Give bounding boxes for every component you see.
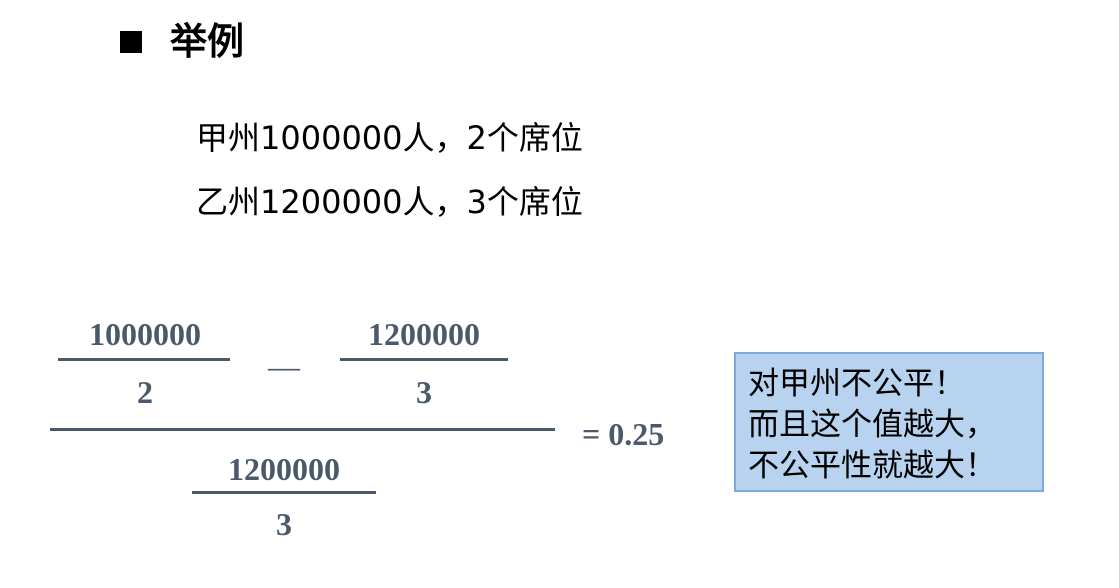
frac1-numerator: 1000000 [89, 316, 201, 352]
frac2-denominator: 3 [416, 374, 432, 410]
frac1-bar [58, 358, 230, 361]
outer-denominator-denominator: 3 [276, 506, 292, 542]
callout-line-3: 不公平性就越大！ [748, 448, 996, 484]
square-bullet-icon [120, 31, 142, 53]
callout-line-1: 对甲州不公平！ [748, 366, 965, 402]
heading-title: 举例 [170, 20, 244, 63]
example-line-state-a: 甲州1000000人，2个席位 [196, 119, 583, 157]
section-heading: 举例 [120, 18, 244, 66]
outer-denominator-numerator: 1200000 [228, 451, 340, 487]
main-fraction-bar [50, 428, 555, 431]
frac2-bar [340, 358, 508, 361]
example-line-state-b: 乙州1200000人，3个席位 [196, 183, 583, 221]
formula-result: = 0.25 [582, 416, 665, 452]
callout-box: 对甲州不公平！ 而且这个值越大， 不公平性就越大！ [734, 352, 1044, 492]
minus-sign: — [268, 348, 300, 384]
frac2-numerator: 1200000 [368, 316, 480, 352]
frac1-denominator: 2 [137, 374, 153, 410]
outer-denominator-bar [192, 491, 376, 494]
callout-line-2: 而且这个值越大， [748, 407, 996, 443]
